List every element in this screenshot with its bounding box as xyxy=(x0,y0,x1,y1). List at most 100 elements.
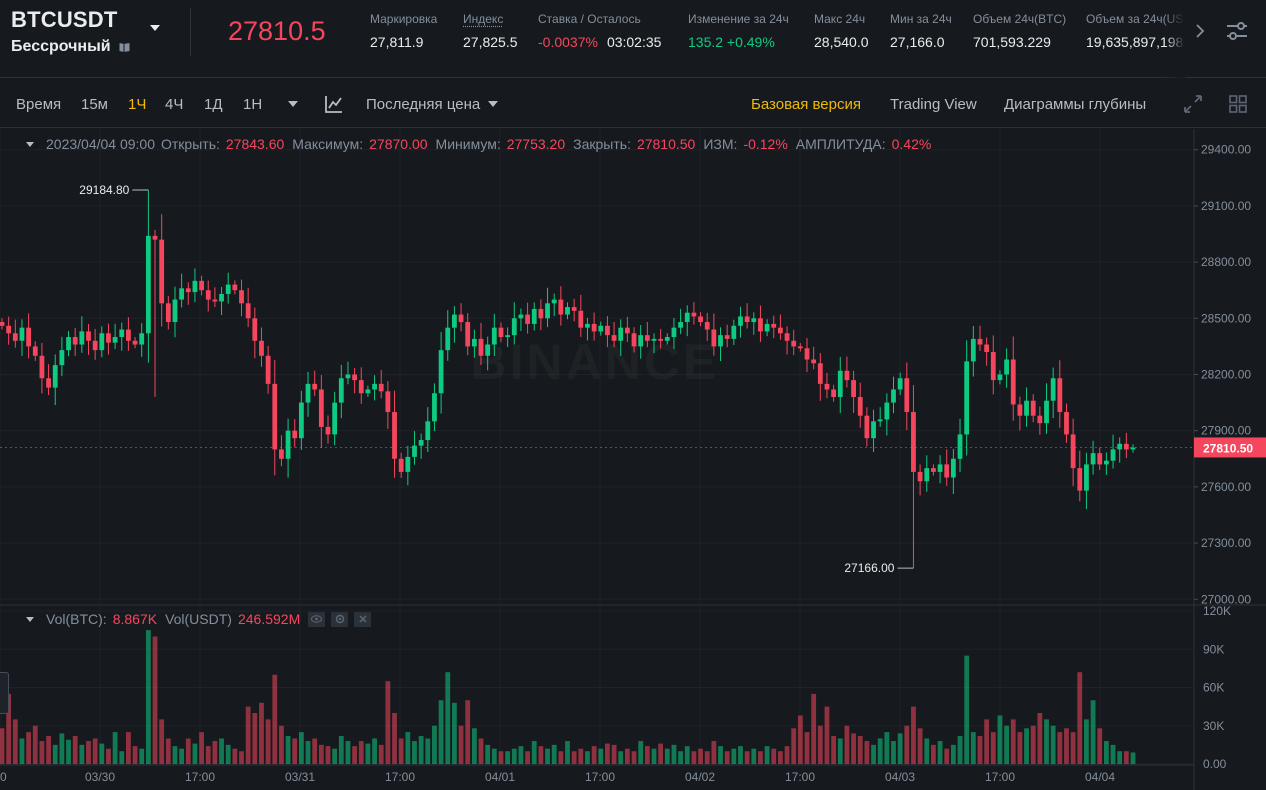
candle-body xyxy=(358,380,364,394)
mark-price-stat: Маркировка 27,811.9 xyxy=(370,12,437,50)
view-depth[interactable]: Диаграммы глубины xyxy=(1004,96,1147,113)
candle-body xyxy=(145,235,151,334)
volume-bar xyxy=(259,702,264,764)
stat-value: 135.2 +0.49% xyxy=(688,34,775,50)
stat-label: Макс 24ч xyxy=(814,12,866,26)
volume-bar xyxy=(52,744,58,764)
candle-body xyxy=(452,314,457,328)
volume-bar xyxy=(538,746,544,764)
candle-body xyxy=(498,327,504,338)
candle-body xyxy=(964,361,970,435)
time-axis-label: 04/01 xyxy=(485,770,515,784)
volume-bar xyxy=(957,735,963,764)
candle-body xyxy=(219,293,224,302)
current-price-label: 27810.50 xyxy=(1203,441,1253,455)
volume-bar xyxy=(664,748,670,764)
candle-body xyxy=(398,458,404,472)
view-basic[interactable]: Базовая версия xyxy=(751,96,861,113)
interval-15m[interactable]: 15м xyxy=(81,96,108,113)
stat-label[interactable]: Индекс xyxy=(463,12,504,26)
volume-bar xyxy=(571,751,577,764)
volume-bar xyxy=(937,741,943,764)
settings-sliders-icon[interactable] xyxy=(1224,18,1250,44)
volume-bar xyxy=(192,743,198,764)
candle-body xyxy=(784,333,790,341)
candle-body xyxy=(931,468,936,472)
interval-1w[interactable]: 1Н xyxy=(243,96,263,113)
candle-body xyxy=(764,323,770,332)
candle-body xyxy=(199,280,204,291)
volume-bar xyxy=(205,746,211,764)
candle-body xyxy=(205,290,211,300)
volume-bar xyxy=(1130,752,1136,764)
chart-toolbar: Время 15м 1Ч 4Ч 1Д 1Н Последняя цена Баз… xyxy=(0,80,1266,128)
fullscreen-icon[interactable] xyxy=(1183,94,1203,114)
symbol-name[interactable]: BTCUSDT xyxy=(11,7,118,32)
volume-bar xyxy=(1030,725,1036,764)
indicator-settings-button[interactable] xyxy=(331,611,349,627)
time-axis-label: 00 xyxy=(0,770,7,784)
volume-bar xyxy=(611,744,617,764)
volume-bar xyxy=(531,741,537,764)
volume-bars-group xyxy=(0,630,1136,764)
layout-grid-icon[interactable] xyxy=(1228,94,1248,114)
candle-body xyxy=(751,318,757,323)
candle-body xyxy=(298,402,304,439)
side-panel-toggle[interactable] xyxy=(0,672,9,714)
volume-bar xyxy=(671,744,677,764)
high-24h-stat: Макс 24ч 28,540.0 xyxy=(814,12,869,50)
candlestick-chart[interactable]: BINANCE 29400.0029100.0028800.0028500.00… xyxy=(0,129,1266,790)
volume-bar xyxy=(618,751,624,764)
price-type-dropdown-icon[interactable] xyxy=(488,101,498,107)
remove-indicator-button[interactable] xyxy=(354,611,372,627)
ohlc-legend: 2023/04/04 09:00 Открыть: 27843.60 Максим… xyxy=(26,136,939,152)
price-type-select[interactable]: Последняя цена xyxy=(366,96,481,113)
view-tradingview[interactable]: Trading View xyxy=(890,96,977,113)
open-value: 27843.60 xyxy=(225,136,285,152)
volume-bar xyxy=(751,748,757,764)
candle-body xyxy=(624,327,630,334)
interval-4h[interactable]: 4Ч xyxy=(165,96,184,113)
low-24h-stat: Мин за 24ч 27,166.0 xyxy=(890,12,952,50)
stat-value: 27,166.0 xyxy=(890,34,945,50)
volume-bar xyxy=(891,741,896,764)
volume-bar xyxy=(106,748,111,764)
contract-type[interactable]: Бессрочный xyxy=(11,38,130,56)
interval-1h[interactable]: 1Ч xyxy=(128,96,147,113)
volume-bar xyxy=(731,748,737,764)
collapse-legend-icon[interactable] xyxy=(26,141,34,147)
volume-bar xyxy=(438,700,444,764)
change-value: -0.12% xyxy=(743,136,788,152)
more-intervals-icon[interactable] xyxy=(288,101,298,107)
volume-bar xyxy=(72,735,78,764)
volume-bar xyxy=(558,751,564,764)
scroll-right-button[interactable] xyxy=(1185,0,1215,62)
symbol-dropdown-icon[interactable] xyxy=(150,25,160,31)
book-icon[interactable] xyxy=(119,42,130,52)
volume-bar xyxy=(997,715,1003,764)
volume-bar xyxy=(285,735,291,764)
volume-bar xyxy=(758,751,763,764)
time-label[interactable]: Время xyxy=(16,96,62,113)
close-icon xyxy=(359,615,367,623)
volume-bar xyxy=(1097,728,1103,764)
volume-bar xyxy=(551,744,557,764)
indicators-icon[interactable] xyxy=(324,94,344,114)
volume-bar xyxy=(1017,732,1023,764)
candle-body xyxy=(871,421,876,439)
candle-body xyxy=(465,322,471,347)
volume-bar xyxy=(445,672,451,764)
volume-bar xyxy=(644,746,650,764)
collapse-volume-icon[interactable] xyxy=(26,616,34,622)
candle-body xyxy=(152,235,158,240)
interval-1d[interactable]: 1Д xyxy=(204,96,223,113)
candle-body xyxy=(997,374,1003,381)
candle-body xyxy=(917,471,923,482)
price-axis-label: 27300.00 xyxy=(1201,536,1251,550)
candle-body xyxy=(777,327,783,334)
hide-indicator-button[interactable] xyxy=(308,611,326,627)
candle-body xyxy=(425,421,431,441)
candle-body xyxy=(591,323,597,332)
index-price-stat[interactable]: Индекс 27,825.5 xyxy=(463,12,518,50)
volume-bar xyxy=(1077,672,1083,764)
